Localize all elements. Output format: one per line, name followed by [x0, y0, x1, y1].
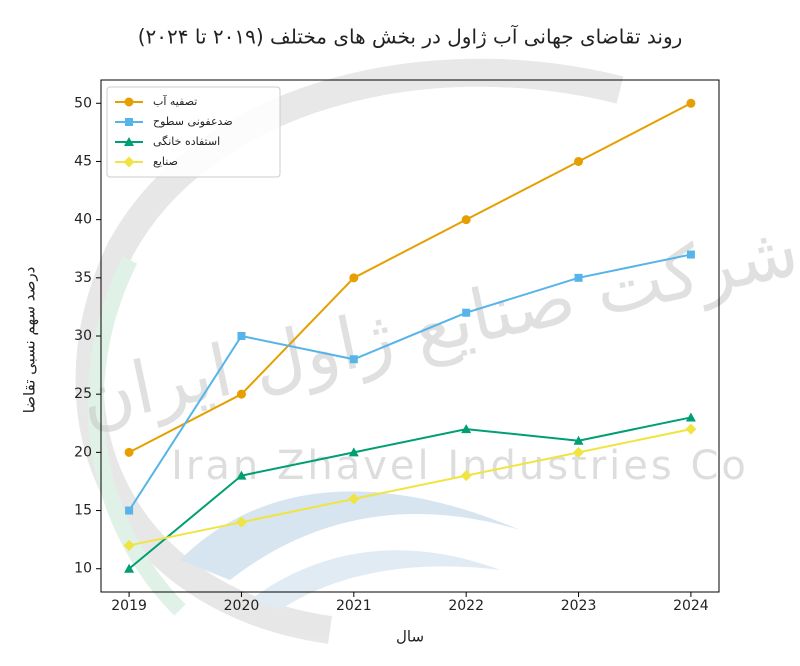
x-tick-label: 2019	[111, 598, 147, 614]
watermark-wave	[180, 491, 520, 580]
x-tick-label: 2021	[336, 598, 372, 614]
y-tick-label: 50	[74, 95, 92, 111]
legend-marker	[123, 156, 135, 168]
marker	[573, 435, 584, 445]
x-tick-label: 2020	[224, 598, 260, 614]
watermark-en: Iran Zhavel Industries Co	[171, 443, 749, 489]
legend-marker	[125, 118, 133, 126]
marker	[461, 215, 471, 225]
marker	[462, 308, 471, 317]
x-tick-label: 2024	[673, 598, 709, 614]
marker	[686, 250, 695, 259]
legend-box	[106, 86, 281, 178]
marker	[237, 332, 246, 340]
legend-label: ضدعفونی سطوح	[153, 115, 233, 128]
marker	[573, 446, 585, 458]
marker	[124, 447, 134, 457]
marker	[349, 355, 358, 364]
marker	[348, 447, 359, 457]
legend-label: تصفیه آب	[153, 94, 197, 108]
marker	[236, 389, 246, 399]
marker	[574, 156, 584, 166]
marker	[685, 412, 696, 422]
y-tick-label: 25	[74, 386, 92, 402]
marker	[124, 563, 135, 573]
legend-label: صنایع	[153, 155, 178, 168]
legend-marker	[124, 97, 134, 107]
watermark-wave	[250, 550, 500, 610]
watermark-arc	[87, 256, 186, 616]
y-tick-label: 10	[74, 561, 92, 577]
watermark-arc	[75, 58, 624, 644]
y-tick-label: 35	[74, 270, 92, 286]
marker	[685, 423, 697, 435]
y-axis-label: درصد سهم نسبی تقاضا	[21, 267, 39, 414]
marker	[349, 273, 359, 283]
y-tick-label: 40	[74, 212, 92, 228]
marker	[460, 470, 472, 482]
y-tick-label: 45	[74, 153, 92, 169]
x-tick-label: 2023	[561, 598, 597, 614]
y-tick-label: 15	[74, 503, 92, 519]
marker	[123, 539, 135, 551]
series-line	[128, 102, 692, 454]
chart-title: روند تقاضای جهانی آب ژاول در بخش های مخت…	[138, 24, 683, 49]
marker	[348, 493, 360, 505]
x-axis-label: سال	[396, 628, 424, 646]
y-tick-label: 30	[74, 328, 92, 344]
series-line	[128, 253, 692, 512]
y-tick-label: 20	[74, 444, 92, 460]
marker	[461, 424, 472, 434]
marker	[236, 470, 247, 480]
marker	[574, 273, 583, 282]
watermark-art	[75, 58, 624, 644]
marker	[686, 98, 696, 108]
series-line	[128, 428, 692, 547]
x-tick-label: 2022	[448, 598, 484, 614]
legend-label: استفاده خانگی	[153, 135, 220, 148]
marker	[125, 506, 134, 515]
legend-marker	[124, 137, 134, 146]
series-line	[128, 416, 692, 570]
marker	[235, 516, 247, 528]
